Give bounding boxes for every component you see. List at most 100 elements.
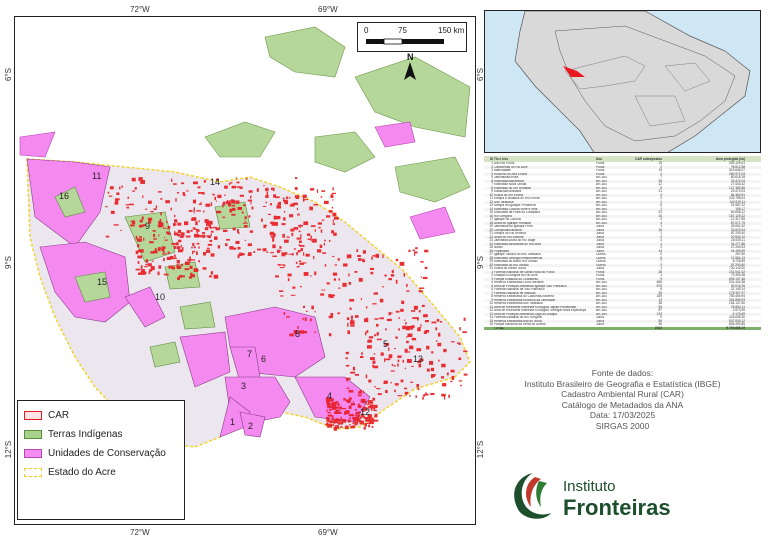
car-parcel bbox=[314, 271, 317, 276]
car-parcel bbox=[333, 216, 339, 220]
table-cell: 7 bbox=[491, 290, 493, 295]
table-row: 4 Reserva Extrativista Chico Mendes BR-364… bbox=[484, 280, 761, 285]
car-parcel bbox=[418, 363, 422, 368]
car-parcel bbox=[324, 264, 327, 267]
legend-item-estado-acre: Estado do Acre bbox=[24, 463, 178, 482]
table-cell: Jaminawa Arara do Rio Bagé bbox=[494, 239, 536, 242]
table-cell: Arara do Igarapé Humaitá bbox=[494, 221, 531, 225]
car-parcel bbox=[148, 270, 151, 275]
region-label-4: 4 bbox=[327, 391, 332, 401]
car-parcel bbox=[417, 388, 420, 391]
car-parcel bbox=[310, 238, 312, 242]
table-cell: Juruá bbox=[596, 228, 604, 232]
coord-left-1: 6°S bbox=[3, 68, 13, 81]
north-label: N bbox=[407, 52, 414, 62]
table-cell: Katukina/Kaxinawá bbox=[494, 190, 522, 193]
car-parcel bbox=[360, 297, 362, 301]
car-parcel bbox=[153, 238, 157, 240]
car-parcel bbox=[247, 243, 253, 247]
table-cell: 18 bbox=[489, 220, 493, 225]
car-parcel bbox=[352, 425, 356, 427]
car-parcel bbox=[295, 261, 298, 264]
car-parcel bbox=[175, 198, 177, 202]
car-parcel bbox=[394, 347, 396, 350]
car-parcel bbox=[297, 326, 299, 329]
table-cell: 23 bbox=[489, 238, 493, 242]
car-parcel bbox=[222, 216, 226, 218]
table-cell: 6 bbox=[491, 178, 493, 183]
total-area: 9.706.688,19 bbox=[726, 325, 745, 330]
car-parcel bbox=[350, 402, 356, 406]
table-cell: BR-364 bbox=[596, 200, 607, 204]
car-parcel bbox=[376, 332, 379, 336]
car-parcel bbox=[178, 275, 182, 278]
car-parcel bbox=[281, 223, 286, 226]
car-parcel bbox=[439, 321, 443, 323]
car-parcel bbox=[207, 243, 213, 246]
car-parcel bbox=[193, 246, 196, 249]
car-parcel bbox=[354, 421, 358, 426]
acre-highlight bbox=[563, 66, 585, 77]
car-parcel bbox=[374, 413, 378, 418]
car-parcel bbox=[283, 211, 286, 213]
car-parcel bbox=[127, 196, 129, 199]
table-cell: Poyanawa bbox=[494, 249, 509, 253]
car-parcel bbox=[293, 330, 298, 334]
table-cell: 14 bbox=[658, 248, 662, 253]
car-parcel bbox=[370, 407, 373, 411]
car-parcel bbox=[201, 234, 206, 238]
car-parcel bbox=[345, 425, 349, 430]
car-parcel bbox=[191, 217, 197, 221]
table-cell: 4 bbox=[660, 238, 662, 242]
car-parcel bbox=[157, 271, 160, 276]
legend-swatch-acre bbox=[24, 468, 42, 477]
car-parcel bbox=[370, 271, 374, 275]
car-parcel bbox=[345, 351, 349, 355]
car-parcel bbox=[261, 218, 263, 222]
car-parcel bbox=[368, 339, 372, 343]
car-parcel bbox=[223, 202, 226, 206]
car-parcel bbox=[376, 323, 379, 327]
car-parcel bbox=[275, 196, 280, 199]
car-parcel bbox=[314, 310, 316, 313]
car-parcel bbox=[192, 199, 197, 204]
car-parcel bbox=[359, 420, 364, 425]
table-cell: Kaxinawá Nova Olinda bbox=[494, 183, 527, 186]
outside-pink-area bbox=[19, 131, 56, 158]
car-parcel bbox=[337, 287, 341, 289]
car-parcel bbox=[236, 186, 241, 188]
car-parcel bbox=[425, 319, 429, 323]
car-parcel bbox=[294, 177, 298, 180]
car-parcel bbox=[276, 215, 281, 220]
legend-swatch-uc bbox=[24, 449, 42, 458]
car-parcel bbox=[120, 229, 122, 232]
car-parcel bbox=[335, 420, 339, 424]
car-parcel bbox=[458, 380, 463, 382]
table-cell: 2 bbox=[660, 262, 662, 267]
table-cell: 27.533,42 bbox=[730, 182, 745, 186]
table-cell: 32.623,64 bbox=[730, 227, 745, 232]
table-cell: Igarapé Taboca do Alto Tarauacá bbox=[494, 253, 541, 256]
car-parcel bbox=[284, 239, 289, 243]
car-parcel bbox=[451, 375, 455, 380]
car-parcel bbox=[405, 328, 410, 331]
car-parcel bbox=[286, 316, 290, 318]
logo-line1: Instituto bbox=[563, 478, 616, 495]
table-cell: 87 bbox=[658, 308, 662, 312]
car-parcel bbox=[176, 264, 179, 269]
table-cell: BR-364 bbox=[596, 211, 607, 214]
car-parcel bbox=[170, 255, 174, 260]
car-parcel bbox=[418, 327, 421, 331]
car-parcel bbox=[334, 411, 339, 415]
car-parcel bbox=[363, 426, 366, 430]
car-parcel bbox=[320, 196, 323, 198]
table-cell: 31 bbox=[489, 266, 493, 270]
table-cell: 31 bbox=[658, 210, 662, 214]
car-parcel bbox=[395, 258, 399, 262]
inset-locator-map bbox=[484, 10, 761, 153]
car-parcel bbox=[303, 305, 305, 309]
table-cell: 10 bbox=[489, 301, 493, 305]
car-parcel bbox=[158, 221, 160, 224]
car-parcel bbox=[256, 188, 259, 192]
table-cell: 14 bbox=[489, 315, 493, 319]
